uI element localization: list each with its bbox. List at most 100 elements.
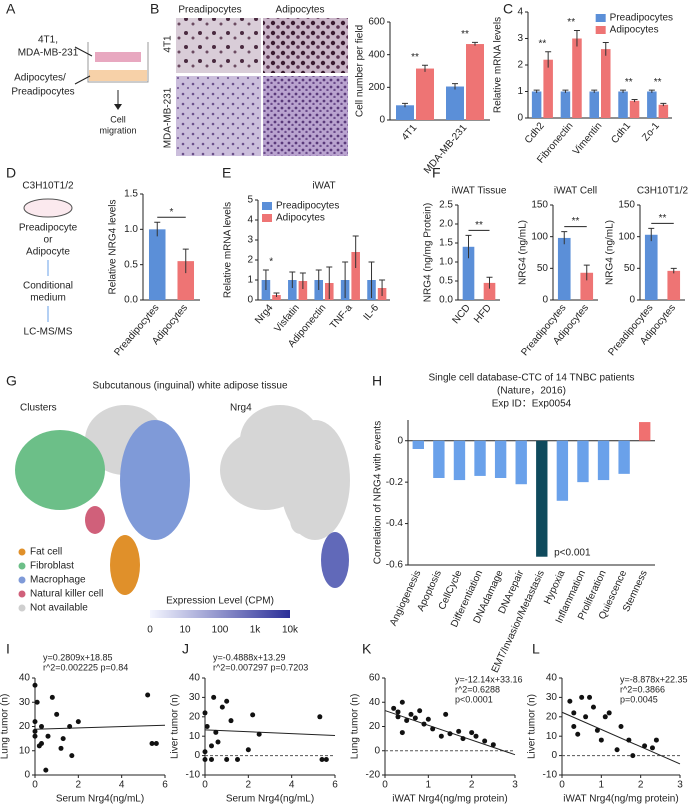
colorbar-label: 10k <box>282 625 299 636</box>
y-axis-label: Liver tumor (n) <box>170 694 181 759</box>
point <box>60 736 66 742</box>
x-tick-label: 1 <box>426 780 432 791</box>
error-bar <box>545 51 552 68</box>
point <box>425 716 431 722</box>
panel-letter: L <box>532 641 540 657</box>
x-tick-label: NCD <box>450 303 472 327</box>
y-tick-label: 0.5 <box>439 276 453 287</box>
point <box>219 704 225 710</box>
point <box>412 715 418 721</box>
panel-letter: G <box>6 373 17 389</box>
point <box>235 756 240 762</box>
y-tick-label: 600 <box>368 17 385 28</box>
bar <box>531 91 542 118</box>
annotation: p=0.0045 <box>620 694 658 704</box>
y-tick-label: 0.0 <box>439 295 453 306</box>
bar <box>474 440 486 476</box>
panel-letter: K <box>362 641 372 657</box>
error-bar <box>452 83 458 90</box>
y-tick-label: 2.5 <box>439 200 453 211</box>
bar <box>298 281 308 300</box>
annotation: p<0.001 <box>554 547 591 558</box>
point <box>67 724 73 729</box>
y-tick-label: 30 <box>189 692 201 703</box>
point <box>224 756 230 762</box>
label: 4T1, <box>38 35 58 46</box>
bar <box>351 252 360 300</box>
bar <box>396 105 414 120</box>
diagram-d: C3H10T1/2 Preadipocyte or Adipocyte Cond… <box>19 181 78 338</box>
x-tick-label: Cdh1 <box>609 120 633 146</box>
y-tick-label: 40 <box>189 673 201 684</box>
x-tick-label: 2 <box>246 780 252 791</box>
x-tick-label: 6 <box>332 780 338 791</box>
point <box>43 767 49 773</box>
fit-line <box>204 729 336 737</box>
y-tick-label: 20 <box>546 711 558 722</box>
point <box>399 699 405 705</box>
point <box>408 711 414 717</box>
legend-swatch <box>262 214 272 222</box>
colorbar-label: 0 <box>147 625 153 636</box>
point <box>209 743 214 749</box>
label: Clusters <box>20 403 57 414</box>
annotation: ** <box>659 213 667 224</box>
y-tick-label: 20 <box>19 721 31 732</box>
x-axis-label: Serum Nrg4(ng/mL) <box>226 794 314 805</box>
y-tick-label: 0 <box>517 113 523 124</box>
error-bar <box>660 102 667 107</box>
annotation: y=0.2809x+18.85 <box>43 652 113 662</box>
bar <box>572 38 582 118</box>
y-tick-label: 0 <box>374 745 380 756</box>
y-axis-label: Cell number per field <box>355 25 366 117</box>
x-tick-label: 2 <box>469 780 475 791</box>
annotation: ** <box>475 220 483 231</box>
micrographs: Preadipocytes Adipocytes 4T1 MDA-MB-231 <box>163 5 348 156</box>
point <box>75 719 81 725</box>
cluster <box>110 535 140 595</box>
y-tick-label: 0 <box>247 295 253 306</box>
label: medium <box>30 293 66 304</box>
y-tick-label: 0.5 <box>124 259 138 270</box>
diagram-a: 4T1, MDA-MB-231 Adipocytes/ Preadipocyte… <box>11 35 149 135</box>
y-tick-label: 5 <box>247 195 253 206</box>
point <box>395 714 401 720</box>
y-tick-label: 1.0 <box>439 257 453 268</box>
point <box>49 694 55 700</box>
point <box>45 733 51 739</box>
label: Nrg4 <box>230 403 252 414</box>
point <box>391 705 397 711</box>
bar <box>557 237 571 300</box>
colorbar-label: 100 <box>212 625 229 636</box>
point <box>69 753 75 759</box>
y-tick-label: 50 <box>537 263 549 274</box>
transwell <box>87 42 149 83</box>
annotation: y=-0.4888x+13.29 <box>213 652 286 662</box>
bar <box>462 246 475 300</box>
y-tick-label: 1.0 <box>124 224 138 235</box>
arrow <box>74 75 91 85</box>
point <box>224 698 230 704</box>
y-axis-label: Relative NRG4 levels <box>108 199 119 294</box>
chart-title: Exp ID：Exp0054 <box>492 399 572 410</box>
annotation: ** <box>461 29 469 40</box>
chart-title: C3H10T1/2 <box>637 186 689 197</box>
y-tick-label: 2 <box>247 255 253 266</box>
bar <box>577 440 589 483</box>
error-bar <box>573 30 580 47</box>
panel-letter: A <box>6 1 16 17</box>
row-label: 4T1 <box>163 35 174 53</box>
x-axis-label: Serum Nrg4(ng/mL) <box>56 794 144 805</box>
title: Subcutanous (inguinal) white adipose tis… <box>92 381 288 392</box>
y-tick-label: 50 <box>624 263 636 274</box>
error-bar <box>342 261 349 298</box>
point <box>473 733 479 739</box>
x-tick-label: HFD <box>472 303 494 326</box>
point <box>58 745 64 751</box>
y-tick-label: 10 <box>189 731 201 742</box>
x-tick-label: 0 <box>32 780 38 791</box>
bar <box>148 229 166 300</box>
bar <box>288 280 297 300</box>
annotation: r^2=0.6288 <box>455 684 500 694</box>
y-tick-label: 0 <box>397 435 403 446</box>
